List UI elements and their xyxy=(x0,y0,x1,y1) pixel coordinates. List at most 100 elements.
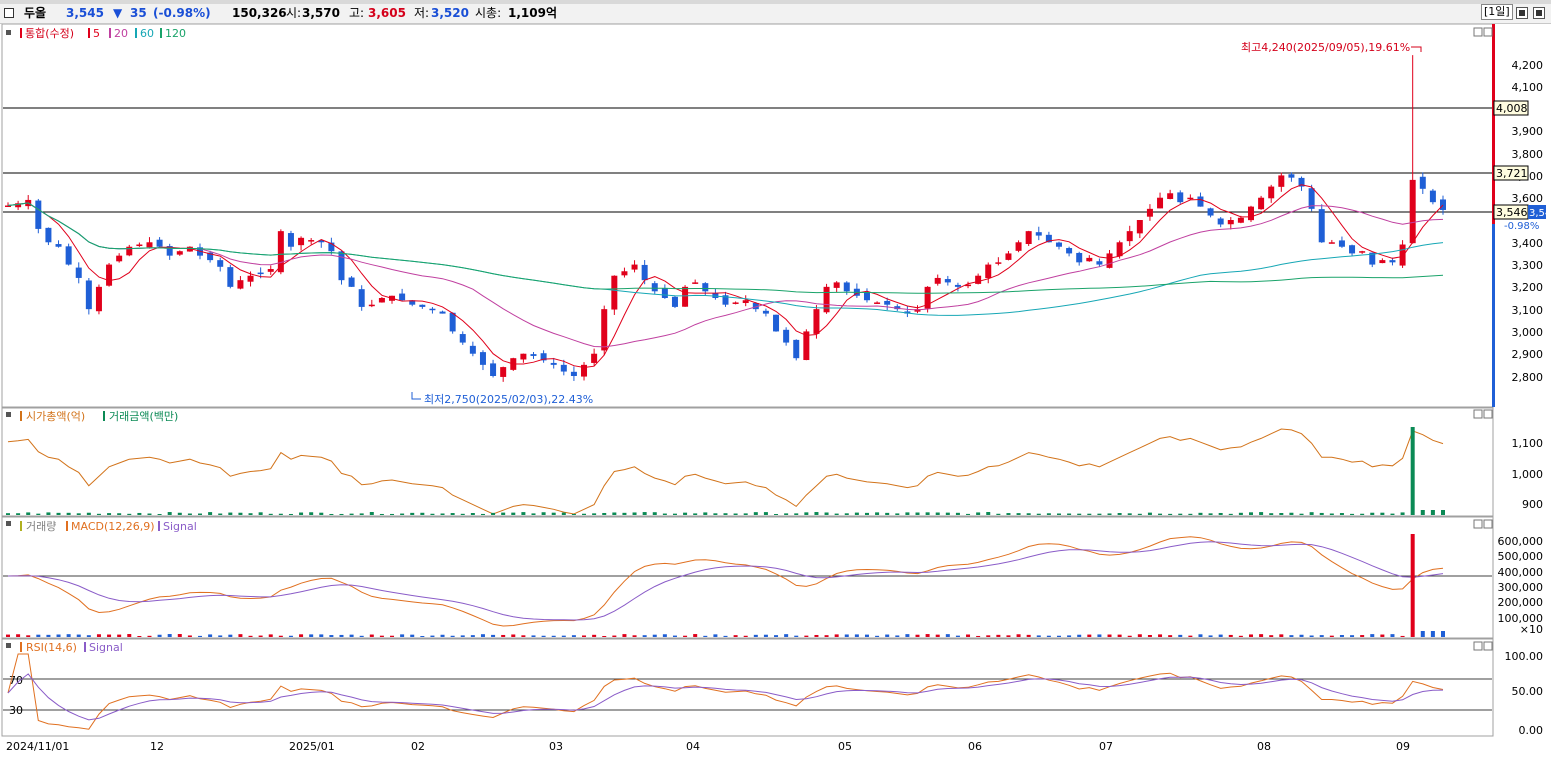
candle xyxy=(1429,188,1436,205)
amount-bar xyxy=(824,512,829,515)
amount-bar xyxy=(1380,512,1385,515)
candle-body xyxy=(1146,208,1153,217)
volume-bar xyxy=(147,635,152,637)
volume-bar xyxy=(1269,635,1274,637)
volume-bar xyxy=(1036,635,1041,637)
period-selector[interactable]: [1일] xyxy=(1481,4,1513,20)
candle xyxy=(1328,239,1335,244)
amount-bar xyxy=(1269,513,1274,515)
panel-close-button[interactable] xyxy=(1483,641,1493,651)
legend-ma5: 5 xyxy=(93,27,100,40)
stock-chart[interactable]: 통합(수정) 5 20 60 120 4,200 4,100 3,900 3,8… xyxy=(0,24,1551,758)
panel-maximize-button[interactable] xyxy=(1473,27,1483,37)
x-label: 08 xyxy=(1257,740,1271,753)
amount-bar xyxy=(753,512,758,515)
candle xyxy=(55,240,62,248)
candle xyxy=(419,304,426,309)
candle xyxy=(75,262,82,284)
amount-bar xyxy=(1026,513,1031,515)
amount-bar xyxy=(996,513,1001,515)
volume-bar xyxy=(1259,634,1264,637)
candle xyxy=(1035,226,1042,241)
amount-bar xyxy=(1430,510,1435,515)
candle-body xyxy=(803,331,810,361)
candle xyxy=(661,284,668,299)
candle xyxy=(1419,172,1426,194)
volume-bar xyxy=(1228,634,1233,637)
amount-bar xyxy=(1350,513,1355,515)
candle-body xyxy=(712,293,719,298)
volume-bar xyxy=(26,635,31,637)
amount-bar xyxy=(1279,512,1284,515)
candle xyxy=(550,357,557,369)
panel-maximize-button[interactable] xyxy=(1473,641,1483,651)
candle-body xyxy=(469,345,476,354)
candle-body xyxy=(247,275,254,282)
volume-bar xyxy=(359,635,364,637)
amount-bar xyxy=(794,513,799,515)
candle xyxy=(712,288,719,300)
candle xyxy=(1136,219,1143,239)
amount-bar xyxy=(531,513,536,515)
candle xyxy=(348,276,355,287)
macd-tick: 100,000 xyxy=(1498,612,1544,625)
panel-close-button[interactable] xyxy=(1483,27,1493,37)
amount-bar xyxy=(1299,513,1304,515)
volume-bar xyxy=(1147,634,1152,637)
volume-bar xyxy=(167,634,172,637)
candle xyxy=(176,250,183,256)
volume-bar xyxy=(986,635,991,637)
candle-body xyxy=(874,302,881,304)
volume-bar xyxy=(107,634,112,637)
volume-bar xyxy=(16,634,21,637)
candle-body xyxy=(813,309,820,334)
volume-bar xyxy=(511,634,516,637)
checkbox[interactable] xyxy=(4,8,14,18)
amount-bar xyxy=(278,513,283,515)
candle xyxy=(479,350,486,371)
panel-close-button[interactable] xyxy=(1483,409,1493,419)
amount-bar xyxy=(420,512,425,515)
candle xyxy=(95,284,102,315)
candle-body xyxy=(1187,197,1194,200)
stock-header: 두올 3,545 ▼ 35 (-0.98%) 150,326 시: 3,570 … xyxy=(0,4,1551,24)
amount-bar xyxy=(1158,513,1163,515)
panel-close-button[interactable] xyxy=(1483,519,1493,529)
candle xyxy=(1126,225,1133,247)
candle-body xyxy=(1106,253,1113,268)
candle xyxy=(611,275,618,315)
panel-maximize-button[interactable] xyxy=(1473,519,1483,529)
candle xyxy=(1025,230,1032,246)
candle-body xyxy=(1025,231,1032,244)
candle-body xyxy=(985,264,992,279)
amount-bar xyxy=(1147,512,1152,515)
volume-bar xyxy=(612,635,617,637)
candlestick-series[interactable] xyxy=(5,55,1446,382)
candle xyxy=(581,362,588,381)
panel-maximize-button[interactable] xyxy=(1473,409,1483,419)
volume-bar xyxy=(46,634,51,637)
mcap-tick: 900 xyxy=(1522,498,1543,511)
amount-bar xyxy=(1127,513,1132,515)
x-label: 03 xyxy=(549,740,563,753)
close-window-button[interactable] xyxy=(1533,7,1545,19)
amount-bar xyxy=(703,512,708,515)
restore-window-button[interactable] xyxy=(1516,7,1528,19)
volume-bar xyxy=(309,634,314,637)
volume-bar xyxy=(541,635,546,637)
candle-body xyxy=(611,275,618,310)
amount-bar xyxy=(662,513,667,515)
volume-bar xyxy=(238,634,243,637)
candle-body xyxy=(207,252,214,261)
amount-bar xyxy=(26,512,31,515)
candle xyxy=(368,299,375,308)
candle xyxy=(863,288,870,303)
candle-body xyxy=(368,304,375,307)
candle xyxy=(298,236,305,251)
candle-body xyxy=(823,286,830,313)
candle-body xyxy=(1278,175,1285,187)
candle-body xyxy=(95,286,102,312)
volume-bar xyxy=(905,634,910,637)
amount-bar xyxy=(1420,510,1425,515)
volume-bar xyxy=(288,635,293,637)
